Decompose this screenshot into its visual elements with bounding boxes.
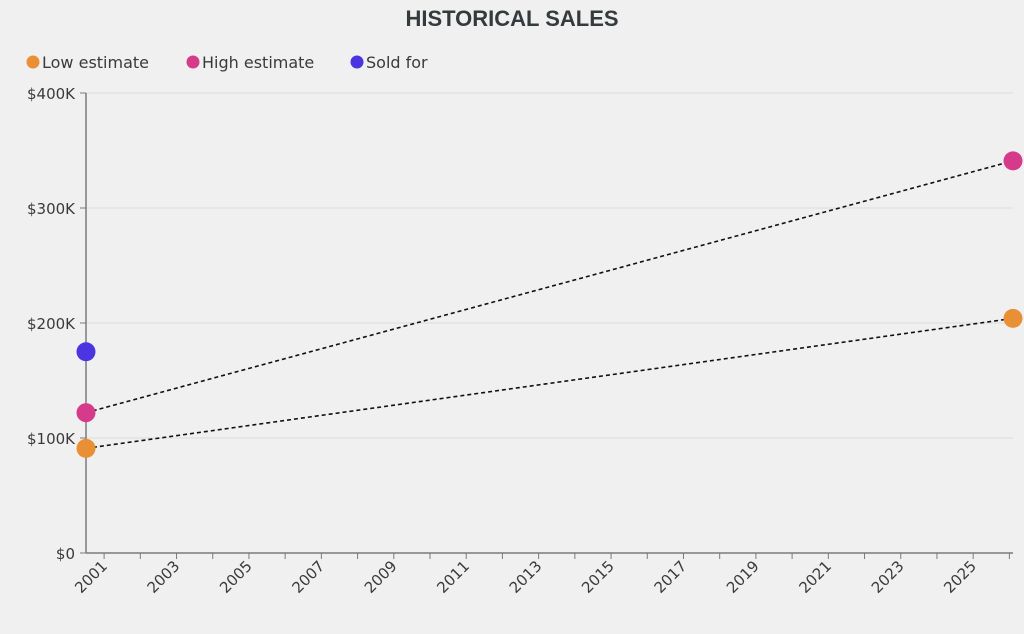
chart-title: HISTORICAL SALES bbox=[405, 6, 618, 31]
y-tick-label: $100K bbox=[27, 430, 76, 448]
x-tick-label: 2023 bbox=[868, 557, 908, 597]
series-points bbox=[76, 151, 1023, 458]
legend: Low estimate High estimate Sold for bbox=[26, 53, 428, 72]
point-sold-for bbox=[76, 342, 96, 362]
y-tick-label: $200K bbox=[27, 315, 76, 333]
x-tick-label: 2007 bbox=[288, 557, 328, 597]
y-tick-label: $0 bbox=[56, 545, 75, 563]
line-low-estimate bbox=[85, 317, 1014, 450]
x-tick-label: 2005 bbox=[216, 557, 256, 597]
x-tick-label: 2013 bbox=[506, 557, 546, 597]
x-tick-label: 2025 bbox=[940, 557, 980, 597]
gridlines bbox=[86, 92, 1013, 439]
x-tick-label: 2019 bbox=[723, 557, 763, 597]
y-tick-label: $400K bbox=[27, 85, 76, 103]
line-high-estimate bbox=[85, 160, 1014, 414]
legend-marker-low-estimate bbox=[26, 55, 40, 69]
x-tick-label: 2017 bbox=[651, 557, 691, 597]
legend-label-high-estimate: High estimate bbox=[202, 53, 314, 72]
x-tick-label: 2015 bbox=[578, 557, 618, 597]
axes: $0 $100K $200K $300K $400K 2001 2003 2005 2007 20… bbox=[27, 85, 1013, 597]
x-tick-label: 2011 bbox=[433, 557, 473, 597]
legend-label-sold-for: Sold for bbox=[366, 53, 428, 72]
x-tick-label: 2003 bbox=[144, 557, 184, 597]
x-tick-label: 2001 bbox=[71, 557, 111, 597]
y-tick-label: $300K bbox=[27, 200, 76, 218]
legend-marker-high-estimate bbox=[186, 55, 200, 69]
x-tick-label: 2009 bbox=[361, 557, 401, 597]
series-lines bbox=[85, 160, 1014, 450]
x-tick-label: 2021 bbox=[795, 557, 835, 597]
legend-marker-sold-for bbox=[350, 55, 364, 69]
point-high-estimate bbox=[1003, 151, 1023, 171]
legend-label-low-estimate: Low estimate bbox=[42, 53, 149, 72]
point-low-estimate bbox=[76, 438, 96, 458]
point-low-estimate bbox=[1003, 308, 1023, 328]
point-high-estimate bbox=[76, 403, 96, 423]
